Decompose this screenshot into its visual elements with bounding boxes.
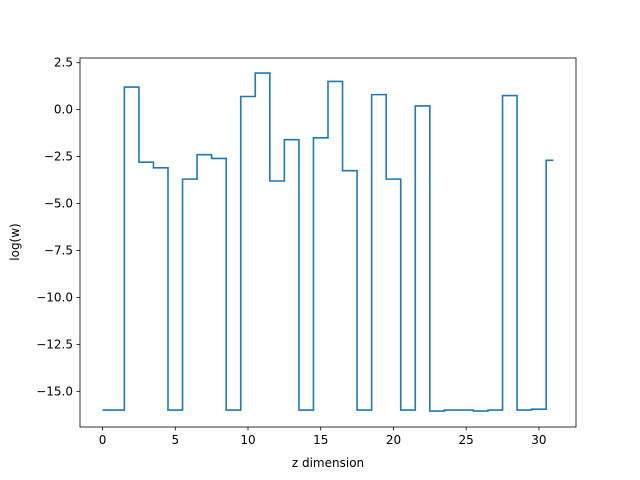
x-axis-label: z dimension	[292, 456, 364, 470]
series-line	[102, 72, 554, 412]
y-tick-label: 2.5	[54, 56, 73, 70]
axes: 0 5 10 15 20 25 30 2.5 0.0 −2.5 −5.0 −7.5 −10.0 −12.5…	[36, 56, 577, 447]
y-tick-label: −15.0	[36, 384, 73, 398]
x-tick-label: 20	[386, 433, 401, 447]
x-tick-label: 30	[531, 433, 546, 447]
x-tick-label: 15	[313, 433, 328, 447]
y-tick-label: −7.5	[44, 243, 73, 257]
x-tick-label: 5	[171, 433, 179, 447]
y-tick-label: −5.0	[44, 197, 73, 211]
plot-area	[102, 72, 554, 412]
axes-frame	[79, 57, 577, 428]
y-tick-label: 0.0	[54, 103, 73, 117]
y-tick-label: −10.0	[36, 290, 73, 304]
y-tick-label: −12.5	[36, 337, 73, 351]
y-axis-label: log(w)	[8, 223, 22, 260]
x-tick-label: 0	[99, 433, 107, 447]
y-tick-label: −2.5	[44, 150, 73, 164]
x-tick-label: 10	[240, 433, 255, 447]
x-tick-label: 25	[459, 433, 474, 447]
